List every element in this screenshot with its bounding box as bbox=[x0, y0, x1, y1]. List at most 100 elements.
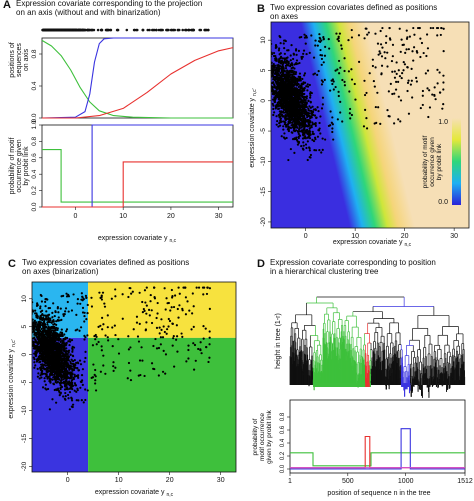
c-point bbox=[155, 316, 158, 320]
b-point bbox=[299, 86, 303, 89]
c-point bbox=[80, 374, 84, 377]
c-point bbox=[34, 364, 37, 367]
b-point bbox=[281, 65, 284, 68]
a-bottom-red-step bbox=[42, 161, 233, 208]
c-point bbox=[100, 298, 104, 301]
b-point bbox=[393, 70, 396, 73]
c-point bbox=[135, 315, 139, 318]
c-region-green bbox=[88, 337, 236, 472]
c-point bbox=[47, 342, 50, 345]
b-point bbox=[298, 107, 302, 110]
c-region-yellow bbox=[88, 282, 236, 338]
b-point bbox=[276, 85, 279, 88]
rug-point bbox=[83, 28, 87, 32]
a-bottom-ytick-label: 0.8 bbox=[31, 137, 38, 146]
b-point bbox=[363, 79, 366, 82]
c-point bbox=[165, 332, 168, 335]
b-point bbox=[285, 71, 288, 74]
c-point bbox=[40, 367, 43, 371]
c-point bbox=[56, 354, 59, 357]
b-point bbox=[275, 93, 278, 97]
b-point bbox=[268, 77, 270, 79]
c-point bbox=[71, 360, 75, 363]
c-point bbox=[40, 294, 43, 298]
b-point bbox=[291, 78, 294, 81]
c-point bbox=[19, 336, 21, 338]
c-point bbox=[106, 314, 109, 317]
b-point bbox=[299, 104, 303, 107]
b-point bbox=[442, 27, 445, 30]
b-point bbox=[285, 83, 288, 86]
c-point bbox=[54, 366, 57, 369]
b-point bbox=[317, 110, 320, 113]
c-point bbox=[164, 353, 168, 356]
b-point bbox=[406, 89, 409, 93]
c-point bbox=[111, 345, 114, 348]
c-point bbox=[36, 302, 39, 305]
c-point bbox=[135, 321, 139, 324]
c-point bbox=[68, 368, 71, 371]
c-point bbox=[68, 343, 71, 347]
c-point bbox=[193, 343, 197, 347]
b-point bbox=[275, 123, 278, 126]
b-point bbox=[374, 66, 377, 69]
c-point bbox=[94, 379, 97, 382]
b-point bbox=[302, 49, 306, 52]
c-point bbox=[29, 330, 31, 332]
c-point bbox=[148, 314, 151, 317]
b-point bbox=[314, 39, 317, 42]
b-point bbox=[415, 80, 418, 83]
c-point bbox=[72, 376, 75, 379]
c-point bbox=[49, 334, 52, 337]
b-point bbox=[425, 54, 428, 58]
c-point bbox=[76, 328, 79, 331]
b-points bbox=[263, 26, 445, 162]
c-point bbox=[46, 314, 49, 317]
b-point bbox=[426, 87, 429, 90]
b-point bbox=[293, 129, 297, 133]
b-point bbox=[343, 57, 346, 60]
panel-c-letter: C bbox=[8, 258, 16, 270]
c-point bbox=[45, 388, 48, 391]
c-point bbox=[84, 350, 87, 353]
c-point bbox=[26, 330, 28, 332]
b-point bbox=[276, 119, 279, 123]
b-point bbox=[305, 112, 308, 115]
c-point bbox=[59, 355, 62, 358]
c-point bbox=[94, 382, 97, 385]
c-point bbox=[28, 314, 30, 316]
b-point bbox=[274, 44, 278, 47]
c-point bbox=[131, 290, 134, 293]
panel-a-title-1: Expression covariate corresponding to th… bbox=[16, 0, 203, 8]
b-point bbox=[305, 85, 308, 88]
c-point bbox=[51, 398, 54, 401]
b-point bbox=[398, 75, 402, 78]
c-point bbox=[61, 339, 64, 342]
b-point bbox=[300, 57, 303, 60]
b-point bbox=[343, 80, 346, 83]
c-point bbox=[48, 378, 51, 381]
c-point bbox=[180, 332, 183, 335]
c-point bbox=[26, 337, 28, 339]
c-point bbox=[57, 311, 60, 314]
b-point bbox=[263, 66, 265, 68]
c-point bbox=[62, 314, 65, 318]
b-point bbox=[307, 109, 310, 112]
c-point bbox=[191, 312, 194, 315]
c-point bbox=[145, 321, 148, 324]
c-point bbox=[66, 375, 69, 378]
b-point bbox=[292, 124, 295, 128]
b-point bbox=[403, 63, 407, 66]
c-point bbox=[127, 348, 131, 351]
b-point bbox=[293, 86, 296, 90]
b-point bbox=[410, 67, 413, 70]
c-point bbox=[157, 346, 161, 350]
c-point bbox=[153, 296, 156, 299]
b-point bbox=[277, 107, 280, 111]
c-point bbox=[71, 381, 74, 384]
c-point bbox=[37, 327, 40, 331]
c-point bbox=[178, 292, 181, 295]
b-point bbox=[302, 134, 305, 137]
b-point bbox=[291, 111, 295, 114]
c-point bbox=[39, 363, 43, 366]
